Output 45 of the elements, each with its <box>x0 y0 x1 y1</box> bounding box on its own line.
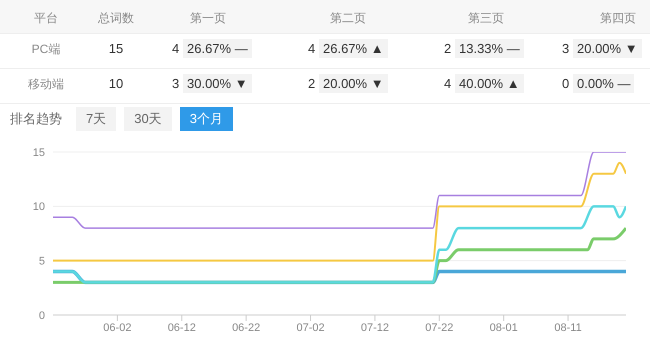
x-tick-label: 06-12 <box>168 322 196 334</box>
period-button: 7天 <box>76 107 116 131</box>
text: 13.33% — <box>455 39 524 58</box>
x-tick-label: 08-11 <box>554 322 582 334</box>
text: 20.00% ▼ <box>319 74 388 93</box>
y-tick-label: 0 <box>38 310 45 322</box>
text: 0.00% — <box>573 74 634 93</box>
text: 3 <box>562 41 570 56</box>
x-tick-label: 07-02 <box>296 322 325 334</box>
x-tick-label: 07-22 <box>425 322 454 334</box>
text: 平台 <box>34 10 58 27</box>
line-series <box>53 162 626 262</box>
line-series <box>53 205 626 284</box>
text: 第三页 <box>468 10 504 27</box>
text: 15 <box>108 41 124 56</box>
text: 4 <box>172 41 180 56</box>
line-series <box>53 152 626 229</box>
text: 4 <box>308 41 316 56</box>
chart-title: 排名趋势 <box>10 110 62 128</box>
x-tick-label: 07-12 <box>360 322 389 334</box>
x-tick-label: 06-22 <box>232 322 260 334</box>
text: 0 <box>562 76 570 91</box>
text: 26.67% ▲ <box>319 39 388 58</box>
text: PC端 <box>32 41 60 58</box>
text: 10 <box>108 76 124 91</box>
y-tick-label: 5 <box>38 256 45 268</box>
text: 3 <box>172 76 180 91</box>
text: 4 <box>444 76 452 91</box>
text: 总词数 <box>98 10 134 27</box>
y-tick-label: 10 <box>32 201 45 214</box>
text: 2 <box>308 76 316 91</box>
text: 20.00% ▼ <box>573 39 642 58</box>
period-button: 30天 <box>124 107 172 131</box>
text: 26.67% — <box>183 39 252 58</box>
text: 移动端 <box>28 76 64 93</box>
x-tick-label: 08-01 <box>490 322 518 334</box>
text: 40.00% ▲ <box>455 74 524 93</box>
y-tick-label: 15 <box>32 146 45 159</box>
text: 2 <box>444 41 452 56</box>
text: 第一页 <box>190 10 226 27</box>
text: 30.00% ▼ <box>183 74 252 93</box>
text: 第四页 <box>600 10 636 27</box>
text: 第二页 <box>330 10 366 27</box>
x-tick-label: 06-02 <box>103 322 132 334</box>
period-button: 3个月 <box>180 107 233 131</box>
